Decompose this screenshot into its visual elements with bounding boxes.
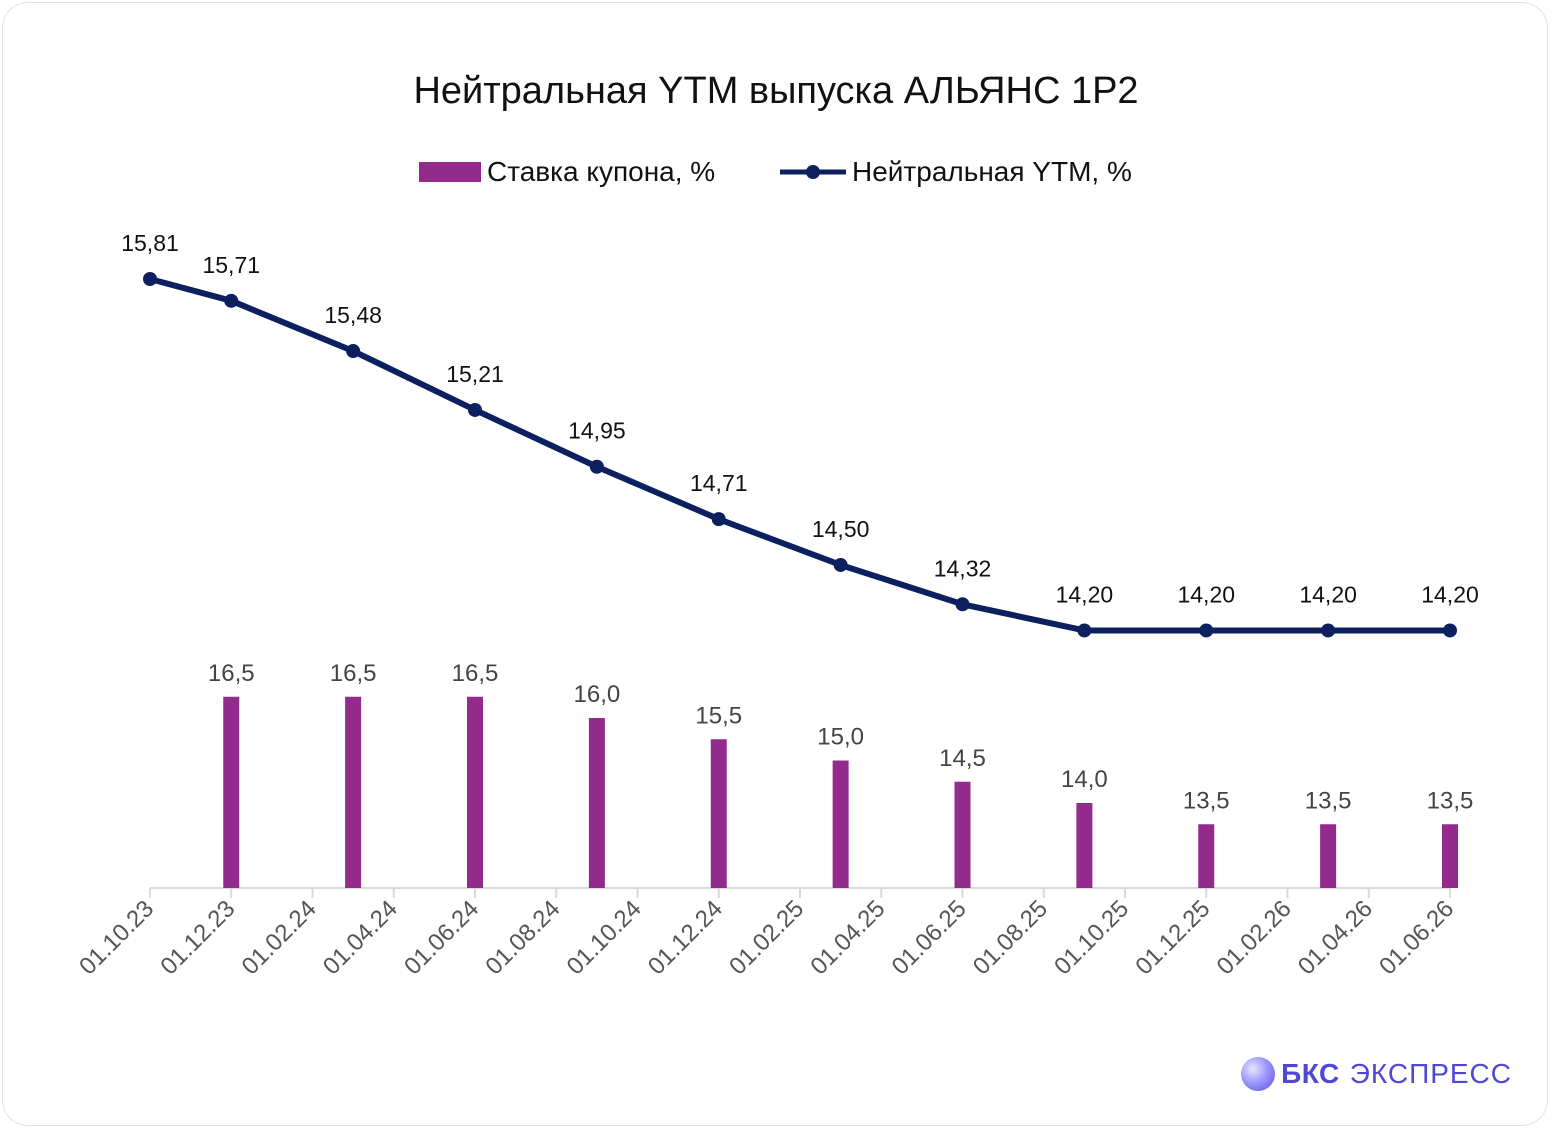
ytm-point-label: 14,50 xyxy=(812,516,870,542)
coupon-bar-label: 14,5 xyxy=(939,745,986,772)
ytm-point xyxy=(589,459,604,474)
brand-name-light: ЭКСПРЕСС xyxy=(1349,1058,1512,1089)
brand-name-strong: БКС xyxy=(1281,1058,1340,1089)
ytm-point xyxy=(833,557,848,572)
x-tick-label: 01.10.23 xyxy=(74,895,159,980)
legend-item-coupon: Ставка купона, % xyxy=(419,152,715,192)
coupon-bar-label: 13,5 xyxy=(1183,787,1230,814)
ytm-point-label: 14,71 xyxy=(690,470,748,496)
ytm-point-label: 15,21 xyxy=(446,361,504,387)
ytm-point-label: 14,20 xyxy=(1299,581,1357,607)
coupon-bar-label: 13,5 xyxy=(1427,787,1474,814)
ytm-point-label: 15,71 xyxy=(202,252,260,278)
chart-legend: Ставка купона, % Нейтральная YTM, % xyxy=(0,152,1552,192)
coupon-bar-label: 15,0 xyxy=(817,724,864,751)
coupon-bar-label: 16,0 xyxy=(574,681,621,708)
chart-title: Нейтральная YTM выпуска АЛЬЯНС 1Р2 xyxy=(413,70,1139,112)
coupon-bar-label: 16,5 xyxy=(330,660,377,687)
sphere-logo-icon xyxy=(1241,1057,1276,1091)
legend-label-coupon: Ставка купона, % xyxy=(487,156,716,187)
x-tick-label: 01.12.25 xyxy=(1130,895,1215,980)
x-tick-label: 01.10.24 xyxy=(562,895,647,980)
x-tick-label: 01.12.23 xyxy=(155,895,240,980)
legend-bar-swatch-icon xyxy=(419,162,481,182)
coupon-bar-label: 16,5 xyxy=(208,660,255,687)
ytm-point-label: 14,32 xyxy=(934,555,992,581)
ytm-point-label: 15,81 xyxy=(121,230,179,256)
x-tick-label: 01.04.26 xyxy=(1293,895,1378,980)
ytm-point xyxy=(1199,623,1214,638)
ytm-point-label: 14,95 xyxy=(568,418,626,444)
coupon-bar xyxy=(345,696,362,888)
x-tick-label: 01.02.24 xyxy=(237,895,322,980)
ytm-point xyxy=(143,272,157,286)
ytm-point-label: 14,20 xyxy=(1177,581,1235,607)
ytm-line xyxy=(147,276,1453,634)
x-tick-label: 01.06.25 xyxy=(887,895,972,980)
coupon-bar-label: 15,5 xyxy=(695,702,742,729)
x-tick-label: 01.06.24 xyxy=(399,895,484,980)
x-tick-label: 01.04.25 xyxy=(805,895,890,980)
x-tick-label: 01.04.24 xyxy=(318,895,403,980)
coupon-bar xyxy=(954,781,971,888)
x-tick-label: 01.02.25 xyxy=(724,895,809,980)
ytm-point xyxy=(711,512,726,527)
ytm-point-label: 14,20 xyxy=(1056,581,1114,607)
coupon-bar xyxy=(1442,824,1458,888)
legend-line-swatch-icon xyxy=(780,165,846,179)
ytm-point xyxy=(468,402,482,417)
x-tick-label: 01.12.24 xyxy=(643,895,728,980)
legend-item-ytm: Нейтральная YTM, % xyxy=(778,152,1132,192)
legend-label-ytm: Нейтральная YTM, % xyxy=(852,156,1132,187)
coupon-bar xyxy=(467,696,483,888)
coupon-bar xyxy=(588,718,605,888)
coupon-bar xyxy=(710,739,727,888)
coupon-bar xyxy=(223,696,240,888)
x-tick-label: 01.08.24 xyxy=(480,895,565,980)
ytm-point xyxy=(1321,623,1336,638)
coupon-bar-label: 13,5 xyxy=(1305,787,1352,814)
ytm-point xyxy=(346,344,361,359)
ytm-point xyxy=(224,293,239,308)
coupon-bar xyxy=(1320,824,1337,888)
coupon-bar xyxy=(1198,824,1215,888)
ytm-point xyxy=(955,597,970,612)
ytm-point-label: 14,20 xyxy=(1421,581,1479,607)
ytm-point xyxy=(1443,623,1457,638)
x-tick-label: 01.08.25 xyxy=(968,895,1053,980)
ytm-point xyxy=(1077,623,1092,638)
coupon-bar xyxy=(832,760,849,888)
coupon-bar xyxy=(1076,803,1093,888)
x-tick-label: 01.06.26 xyxy=(1374,895,1459,980)
coupon-bar-label: 14,0 xyxy=(1061,766,1108,793)
coupon-bar-label: 16,5 xyxy=(452,660,499,687)
brand-logo: БКС ЭКСПРЕСС xyxy=(1241,1052,1512,1096)
x-tick-label: 01.02.26 xyxy=(1212,895,1297,980)
x-tick-label: 01.10.25 xyxy=(1049,895,1134,980)
ytm-point-label: 15,48 xyxy=(324,302,382,328)
